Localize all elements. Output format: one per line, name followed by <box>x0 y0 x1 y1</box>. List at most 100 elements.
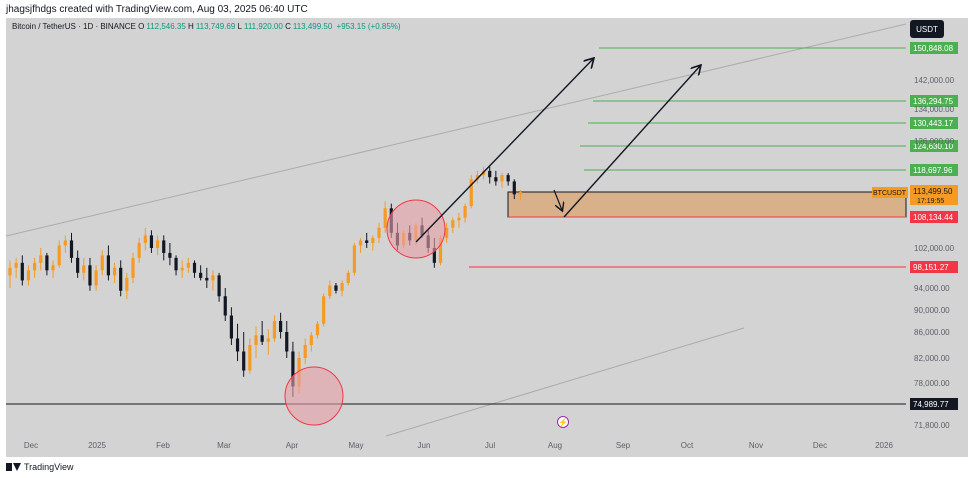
candle-body <box>57 245 61 266</box>
level-tag-5 <box>910 211 958 223</box>
candle-body <box>438 237 443 263</box>
candle-body <box>45 255 49 271</box>
candle-body <box>223 296 227 316</box>
price-symbol-tag <box>872 187 908 198</box>
level-tag-3 <box>910 140 958 152</box>
candle-body <box>506 175 510 182</box>
candle-body <box>383 208 387 228</box>
highlight-circle-june <box>386 199 446 259</box>
footer-brand-text: TradingView <box>24 462 74 472</box>
level-tag-4 <box>910 164 958 176</box>
candle-body <box>254 335 258 345</box>
channel-lower-line <box>385 327 745 437</box>
price-symbol-text: BTCUSDT <box>873 190 907 197</box>
candle-body <box>76 257 80 273</box>
level-label-6: 98,151.27 <box>913 263 949 272</box>
x-tick-4: Apr <box>286 441 299 450</box>
candle-body <box>309 335 313 345</box>
x-tick-8: Aug <box>548 441 562 450</box>
candle-body <box>315 323 320 336</box>
candle-body <box>174 257 178 271</box>
level-tag-6 <box>910 261 958 273</box>
y-tick-6: 86,000.00 <box>914 328 950 337</box>
level-label-1: 136,294.75 <box>913 97 954 106</box>
candle-body <box>51 265 55 271</box>
candle-body <box>469 179 473 206</box>
candle-body <box>217 275 221 297</box>
projection-arrow-1 <box>415 59 593 243</box>
x-tick-13: 2026 <box>875 441 893 450</box>
candle-body <box>180 267 184 271</box>
highlight-circle-april <box>284 366 344 426</box>
close-value: 113,499.50 <box>292 22 333 31</box>
chart-area[interactable]: 150,848.08 136,294.75 130,443.17 124,630.10… <box>6 18 968 457</box>
candle-body <box>432 248 436 263</box>
candle-body <box>475 175 479 180</box>
x-tick-1: 2025 <box>88 441 106 450</box>
x-tick-12: Dec <box>813 441 827 450</box>
level-label-2: 130,443.17 <box>913 119 954 128</box>
candle-body <box>205 277 209 281</box>
footer-brand: TradingView <box>6 460 74 474</box>
candle-body <box>199 272 203 278</box>
candle-body <box>39 255 43 263</box>
candle-body <box>69 240 74 258</box>
level-tag-7 <box>910 398 958 410</box>
candle-body <box>371 237 375 243</box>
candle-body <box>125 277 129 291</box>
candle-body <box>20 262 24 281</box>
symbol-name: Bitcoin / TetherUS · 1D · BINANCE <box>12 22 136 31</box>
level-label-4: 118,697.96 <box>913 166 953 175</box>
candle-body <box>106 255 110 276</box>
x-tick-2: Feb <box>156 441 170 450</box>
x-tick-0: Dec <box>24 441 38 450</box>
y-tick-5: 90,000.00 <box>914 306 950 315</box>
price-chart[interactable]: 150,848.08 136,294.75 130,443.17 124,630.10… <box>6 18 968 457</box>
x-tick-11: Nov <box>749 441 763 450</box>
candle-body <box>82 265 86 273</box>
author-line: jhagsjfhdgs created with TradingView.com… <box>6 4 308 15</box>
countdown-text: 17:19:55 <box>917 198 944 205</box>
candle-body <box>119 267 123 291</box>
candle-body <box>365 240 369 243</box>
candle-body <box>143 235 147 243</box>
candle-body <box>340 282 344 291</box>
candle-body <box>457 217 461 221</box>
x-tick-9: Sep <box>616 441 631 450</box>
y-tick-7: 82,000.00 <box>914 354 950 363</box>
candle-body <box>33 262 37 271</box>
currency-badge[interactable]: USDT <box>910 20 944 38</box>
level-label-0: 150,848.08 <box>913 44 954 53</box>
candle-body <box>149 235 154 248</box>
x-tick-5: May <box>348 441 363 450</box>
candle-body <box>285 332 289 352</box>
candle-body <box>235 338 240 352</box>
candle-body <box>488 170 492 178</box>
change-value: +953.15 (+0.85%) <box>336 22 401 31</box>
candle-body <box>242 351 246 371</box>
candle-body <box>63 240 67 246</box>
candle-body <box>451 220 455 228</box>
level-tag-0 <box>910 42 958 54</box>
candle-body <box>112 267 117 276</box>
level-label-3: 124,630.10 <box>913 142 954 151</box>
low-label: L <box>237 22 242 31</box>
low-value: 111,920.00 <box>243 22 283 31</box>
candle-body <box>328 285 332 297</box>
candle-body <box>279 321 283 332</box>
lightning-icon[interactable]: ⚡ <box>557 416 569 428</box>
open-value: 112,546.35 <box>146 22 186 31</box>
pullback-arrow <box>553 189 562 210</box>
candle-body <box>211 275 215 281</box>
candle-body <box>248 345 252 371</box>
candle-body <box>266 338 270 342</box>
candle-body <box>334 285 338 291</box>
candle-body <box>322 296 326 324</box>
candle-body <box>186 262 190 268</box>
y-tick-3: 102,000.00 <box>914 244 955 253</box>
candle-body <box>8 267 12 276</box>
candle-body <box>512 181 516 195</box>
y-tick-8: 78,000.00 <box>914 379 950 388</box>
x-tick-6: Jun <box>418 441 431 450</box>
candle-body <box>94 270 98 286</box>
